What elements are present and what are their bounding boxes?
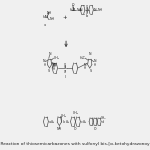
Text: a: a <box>44 23 46 27</box>
Text: O: O <box>94 126 96 130</box>
Text: O: O <box>74 128 77 132</box>
Text: S: S <box>64 66 66 70</box>
Text: H: H <box>42 15 45 19</box>
Text: N: N <box>88 52 91 56</box>
Text: H₃C: H₃C <box>79 56 85 60</box>
Text: c: c <box>81 120 83 124</box>
Text: H: H <box>84 66 86 70</box>
Text: N: N <box>79 8 82 12</box>
Text: H: H <box>53 67 55 71</box>
Text: Scheme 6: Reaction of thiosemicarbazones with sulfonyl bis-[α-ketohydrazonoyl ch: Scheme 6: Reaction of thiosemicarbazones… <box>0 142 150 146</box>
Text: NH: NH <box>76 8 81 12</box>
Text: S: S <box>90 69 92 73</box>
Text: N: N <box>43 59 45 63</box>
Text: CH₃: CH₃ <box>100 116 106 120</box>
Text: b: b <box>62 120 64 124</box>
Text: NH: NH <box>46 11 51 15</box>
Text: O: O <box>86 5 88 9</box>
Text: N: N <box>54 63 56 67</box>
Text: Cl: Cl <box>72 5 75 9</box>
Text: &: & <box>51 120 54 124</box>
Text: O: O <box>64 70 66 74</box>
Text: NH: NH <box>98 8 103 12</box>
Text: &: & <box>65 120 68 124</box>
Text: b: b <box>86 14 88 18</box>
Text: CH₃: CH₃ <box>61 114 67 118</box>
Text: CH₃: CH₃ <box>72 111 78 115</box>
Text: N: N <box>44 15 47 19</box>
Text: S: S <box>48 69 50 73</box>
Text: N: N <box>48 52 51 56</box>
Text: d: d <box>102 120 104 124</box>
Text: H₃C: H₃C <box>69 8 75 12</box>
Text: &: & <box>83 120 86 124</box>
Text: CH₃: CH₃ <box>54 56 59 60</box>
Text: +: + <box>62 15 67 20</box>
Text: a: a <box>49 120 51 124</box>
Text: N: N <box>94 8 96 12</box>
Text: II: II <box>64 75 66 79</box>
Text: O: O <box>86 11 88 15</box>
Text: S: S <box>86 8 88 12</box>
Text: N: N <box>83 63 86 67</box>
Text: O: O <box>64 63 66 67</box>
Text: NH: NH <box>57 126 62 130</box>
Text: H: H <box>94 63 96 67</box>
Text: H: H <box>44 63 45 67</box>
Text: ₂: ₂ <box>44 15 45 19</box>
Text: NH: NH <box>50 17 55 21</box>
Text: N: N <box>53 64 55 68</box>
Text: N: N <box>94 59 96 63</box>
Text: O: O <box>72 3 74 7</box>
